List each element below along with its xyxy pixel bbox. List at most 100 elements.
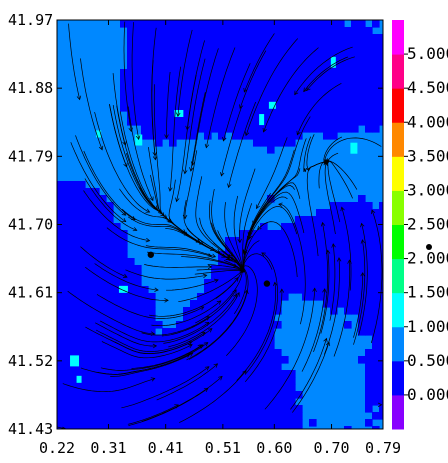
field-cell-low bbox=[281, 370, 289, 378]
field-cell-low bbox=[281, 48, 289, 56]
field-cell-low bbox=[134, 83, 142, 91]
field-cell-low bbox=[225, 300, 233, 308]
field-cell-low bbox=[141, 307, 149, 315]
field-cell-low bbox=[246, 272, 254, 280]
field-cell-low bbox=[337, 41, 345, 49]
field-cell-low bbox=[127, 314, 135, 322]
field-cell-low bbox=[204, 27, 212, 35]
field-cell-low bbox=[85, 293, 93, 301]
field-cell-low bbox=[267, 419, 275, 427]
field-cell-low bbox=[211, 62, 219, 70]
colorbar-segment bbox=[392, 20, 404, 55]
field-cell-low bbox=[127, 363, 135, 371]
field-cell-low bbox=[190, 391, 198, 399]
field-cell-low bbox=[260, 258, 268, 266]
field-cell-low bbox=[379, 34, 383, 42]
field-cell-low bbox=[281, 230, 289, 238]
field-cell-low bbox=[141, 125, 149, 133]
field-cell-low bbox=[71, 202, 79, 210]
field-cell-low bbox=[372, 279, 380, 287]
field-cell-low bbox=[316, 104, 324, 112]
field-cell-low bbox=[246, 342, 254, 350]
field-cell-low bbox=[337, 125, 345, 133]
field-cell-low bbox=[225, 279, 233, 287]
field-cell-low bbox=[183, 349, 191, 357]
field-cell-low bbox=[302, 34, 310, 42]
field-cell-low bbox=[134, 97, 142, 105]
field-cell-low bbox=[134, 279, 142, 287]
field-cell-low bbox=[106, 286, 114, 294]
field-cell-low bbox=[246, 244, 254, 252]
field-cell-low bbox=[295, 55, 303, 63]
field-cell-low bbox=[379, 405, 383, 413]
streamline-arrow bbox=[203, 342, 209, 347]
streamline bbox=[163, 294, 237, 344]
field-cell-low bbox=[260, 223, 268, 231]
field-cell-low bbox=[288, 272, 296, 280]
field-cell-low bbox=[78, 223, 86, 231]
field-cell-low bbox=[99, 419, 107, 427]
field-cell-low bbox=[358, 265, 366, 273]
field-cell-low bbox=[155, 34, 163, 42]
field-cell-low bbox=[218, 118, 226, 126]
field-cell-low bbox=[379, 97, 383, 105]
field-cell-low bbox=[351, 125, 359, 133]
streamline bbox=[320, 250, 330, 334]
field-cell-low bbox=[372, 398, 380, 406]
streamline-arrow bbox=[244, 131, 250, 137]
field-cell-low bbox=[253, 356, 261, 364]
field-cell-low bbox=[337, 69, 345, 77]
field-cell-low bbox=[120, 244, 128, 252]
field-cell-low bbox=[92, 314, 100, 322]
field-cell-low bbox=[232, 356, 240, 364]
field-cell-low bbox=[330, 69, 338, 77]
field-cell-low bbox=[246, 349, 254, 357]
field-cell-low bbox=[148, 349, 156, 357]
streamline bbox=[110, 352, 193, 377]
field-cell-low bbox=[127, 62, 135, 70]
field-cell-low bbox=[372, 41, 380, 49]
field-cell-low bbox=[281, 286, 289, 294]
field-cell-low bbox=[253, 251, 261, 259]
field-cell-low bbox=[204, 426, 212, 429]
field-cell-low bbox=[99, 237, 107, 245]
colorbar-segment bbox=[392, 190, 404, 225]
field-cell-low bbox=[211, 321, 219, 329]
field-cell-low bbox=[218, 300, 226, 308]
field-cell-low bbox=[379, 244, 383, 252]
colorbar-tick-label: 2.000 bbox=[407, 249, 448, 268]
field-cell-low bbox=[274, 55, 282, 63]
field-cell-low bbox=[344, 265, 352, 273]
field-cell-high bbox=[135, 134, 143, 146]
field-cell-low bbox=[218, 412, 226, 420]
field-cell-low bbox=[64, 230, 72, 238]
field-cell-low bbox=[288, 237, 296, 245]
field-cell-low bbox=[204, 118, 212, 126]
field-cell-low bbox=[57, 230, 65, 238]
field-cell-low bbox=[365, 223, 373, 231]
field-cell-low bbox=[218, 83, 226, 91]
field-cell-low bbox=[71, 258, 79, 266]
field-cell-low bbox=[218, 27, 226, 35]
field-cell-low bbox=[295, 272, 303, 280]
field-cell-low bbox=[225, 293, 233, 301]
field-cell-low bbox=[309, 111, 317, 119]
field-cell-low bbox=[99, 258, 107, 266]
field-cell-low bbox=[85, 391, 93, 399]
field-cell-low bbox=[204, 286, 212, 294]
field-cell-low bbox=[162, 90, 170, 98]
field-cell-low bbox=[351, 202, 359, 210]
field-cell-low bbox=[344, 34, 352, 42]
field-cell-low bbox=[85, 426, 93, 429]
field-cell-low bbox=[253, 412, 261, 420]
field-cell-low bbox=[365, 272, 373, 280]
field-cell-low bbox=[239, 426, 247, 429]
field-cell-low bbox=[337, 202, 345, 210]
field-cell-low bbox=[239, 34, 247, 42]
streamline bbox=[245, 38, 299, 136]
field-cell-low bbox=[379, 41, 383, 49]
field-cell-low bbox=[141, 62, 149, 70]
streamline bbox=[68, 23, 81, 100]
field-cell-low bbox=[64, 258, 72, 266]
field-cell-low bbox=[281, 419, 289, 427]
